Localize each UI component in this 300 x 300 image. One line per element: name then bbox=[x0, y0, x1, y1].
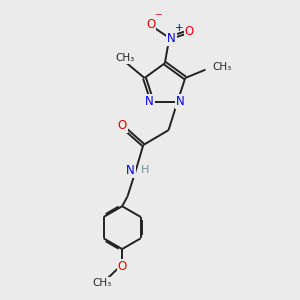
Text: O: O bbox=[146, 18, 155, 32]
Text: ⁻: ⁻ bbox=[154, 10, 162, 25]
Text: O: O bbox=[118, 119, 127, 132]
Text: N: N bbox=[167, 32, 176, 45]
Text: N: N bbox=[126, 164, 135, 177]
Text: CH₃: CH₃ bbox=[116, 53, 135, 63]
Text: CH₃: CH₃ bbox=[212, 62, 231, 72]
Text: +: + bbox=[176, 23, 184, 33]
Text: CH₃: CH₃ bbox=[93, 278, 112, 288]
Text: N: N bbox=[145, 95, 154, 108]
Text: O: O bbox=[184, 25, 194, 38]
Text: H: H bbox=[141, 165, 149, 175]
Text: N: N bbox=[176, 95, 185, 108]
Text: O: O bbox=[118, 260, 127, 273]
